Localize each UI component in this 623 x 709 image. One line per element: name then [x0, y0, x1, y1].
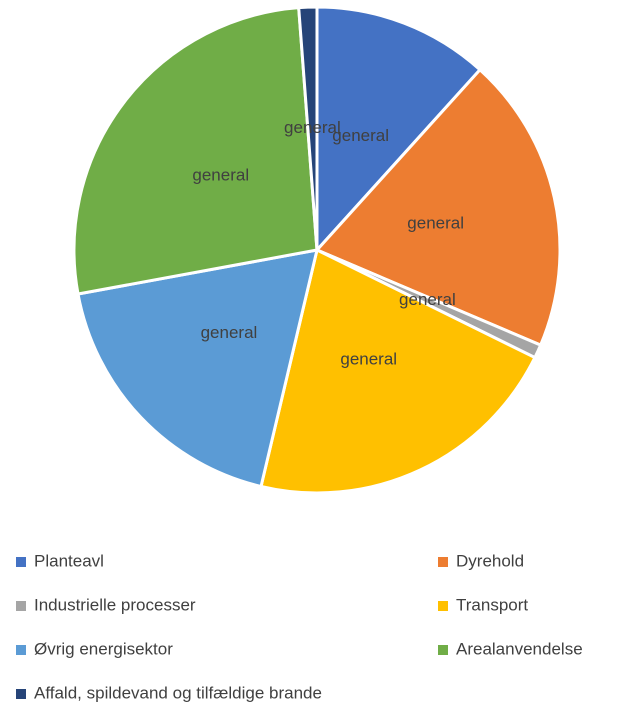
legend-swatch [438, 557, 448, 567]
legend-swatch [16, 601, 26, 611]
legend-label: Øvrig energisektor [34, 639, 173, 658]
legend-label: Transport [456, 595, 528, 614]
data-label: general [284, 118, 341, 137]
legend-swatch [16, 645, 26, 655]
data-label: general [340, 349, 397, 368]
pie-slice [314, 67, 562, 348]
legend-swatch [16, 557, 26, 567]
legend-swatch [438, 601, 448, 611]
data-label: general [192, 165, 249, 184]
pie-slice [315, 5, 483, 254]
legend-label: Affald, spildevand og tilfældige brande [34, 683, 322, 702]
legend-label: Industrielle processer [34, 595, 196, 614]
data-label: general [407, 213, 464, 232]
pie-slice [76, 248, 319, 489]
data-label: general [201, 323, 258, 342]
legend-label: Planteavl [34, 551, 104, 570]
data-label: general [332, 126, 389, 145]
legend-label: Arealanvendelse [456, 639, 583, 658]
pie-slice [259, 247, 537, 495]
pie-slice [72, 6, 319, 296]
pie-slice [297, 5, 319, 251]
legend-swatch [16, 689, 26, 699]
legend-swatch [438, 645, 448, 655]
data-label: general [399, 290, 456, 309]
legend-label: Dyrehold [456, 551, 524, 570]
